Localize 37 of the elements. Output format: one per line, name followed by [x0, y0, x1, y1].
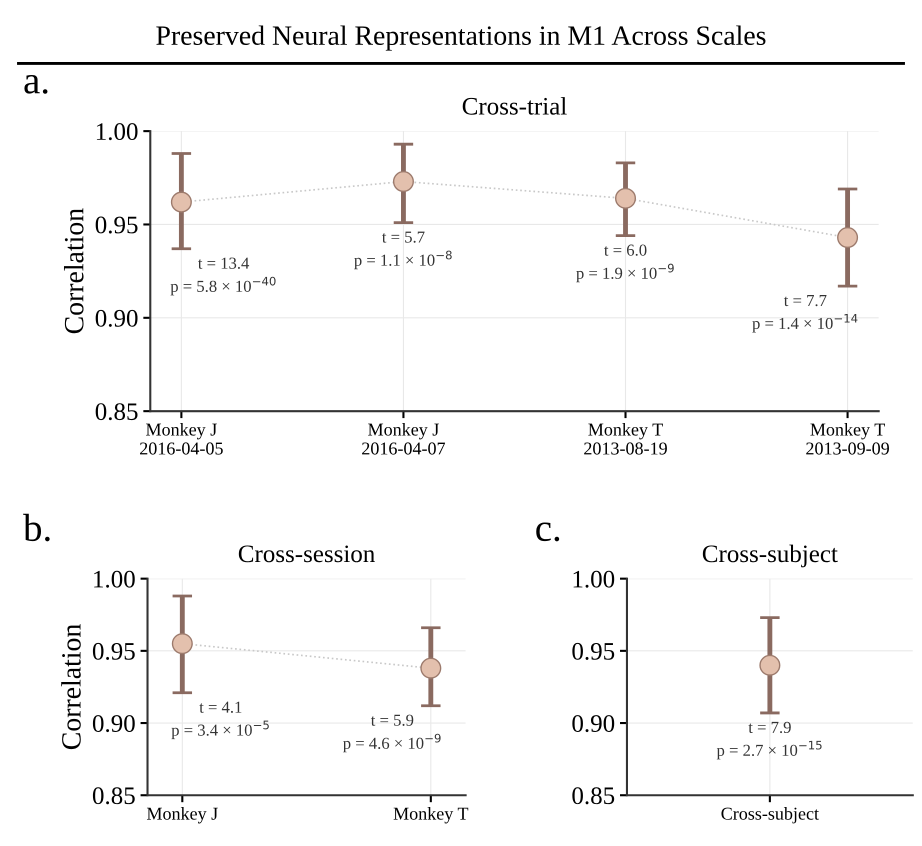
point	[837, 227, 858, 248]
x-tick-label: Monkey T 2013-09-09	[806, 422, 889, 455]
y-tick-label: 1.00	[94, 570, 135, 588]
annotation: t = 4.1 p = 3.4 × 10$^{−5}$	[171, 702, 269, 740]
text: c.	[536, 522, 560, 542]
y-tick-label: 0.85	[96, 403, 138, 420]
y-tick-label: 0.95	[572, 642, 614, 660]
y-tick-label: 0.95	[92, 642, 135, 660]
x-tick-label: Monkey J	[146, 807, 218, 824]
y-tick-label: 0.90	[92, 715, 135, 732]
point	[170, 192, 192, 213]
annotation: t = 5.9 p = 4.6 × 10$^{−9}$	[343, 714, 441, 752]
chart-title: Cross-session	[238, 545, 375, 562]
annotation: t = 6.0 p = 1.9 × 10$^{−9}$	[576, 244, 674, 282]
annotation: t = 7.7 p = 1.4 × 10$^{−14}$	[752, 295, 858, 332]
y-tick-label: 0.90	[572, 715, 614, 732]
x-tick-label: Monkey J 2016-04-05	[140, 422, 223, 455]
chart-title: Cross-trial	[462, 97, 567, 115]
y-axis-title: Correlation	[61, 624, 81, 750]
annotation: t = 5.7 p = 1.1 × 10$^{−8}$	[354, 232, 452, 270]
point	[392, 171, 414, 192]
text: b.	[23, 514, 50, 542]
text: Preserved Neural Representations in M1 Across Scales	[156, 25, 766, 51]
annotation: t = 13.4 p = 5.8 × 10$^{−40}$	[170, 258, 276, 296]
x-tick-label: Monkey T	[394, 807, 468, 824]
annotation: t = 7.9 p = 2.7 × 10$^{−15}$	[716, 722, 822, 760]
x-tick-label: Monkey J 2016-04-07	[362, 422, 446, 455]
point	[614, 188, 636, 209]
y-axis-title: Correlation	[64, 208, 84, 334]
text: a.	[24, 74, 48, 94]
y-tick-label: 0.95	[96, 216, 138, 234]
y-tick-label: 0.85	[572, 787, 614, 804]
x-tick-label: Monkey T 2013-08-19	[584, 422, 667, 455]
y-tick-label: 0.90	[96, 310, 138, 327]
y-tick-label: 0.85	[92, 787, 135, 804]
y-tick-label: 1.00	[574, 570, 614, 588]
y-tick-label: 1.00	[96, 123, 138, 140]
